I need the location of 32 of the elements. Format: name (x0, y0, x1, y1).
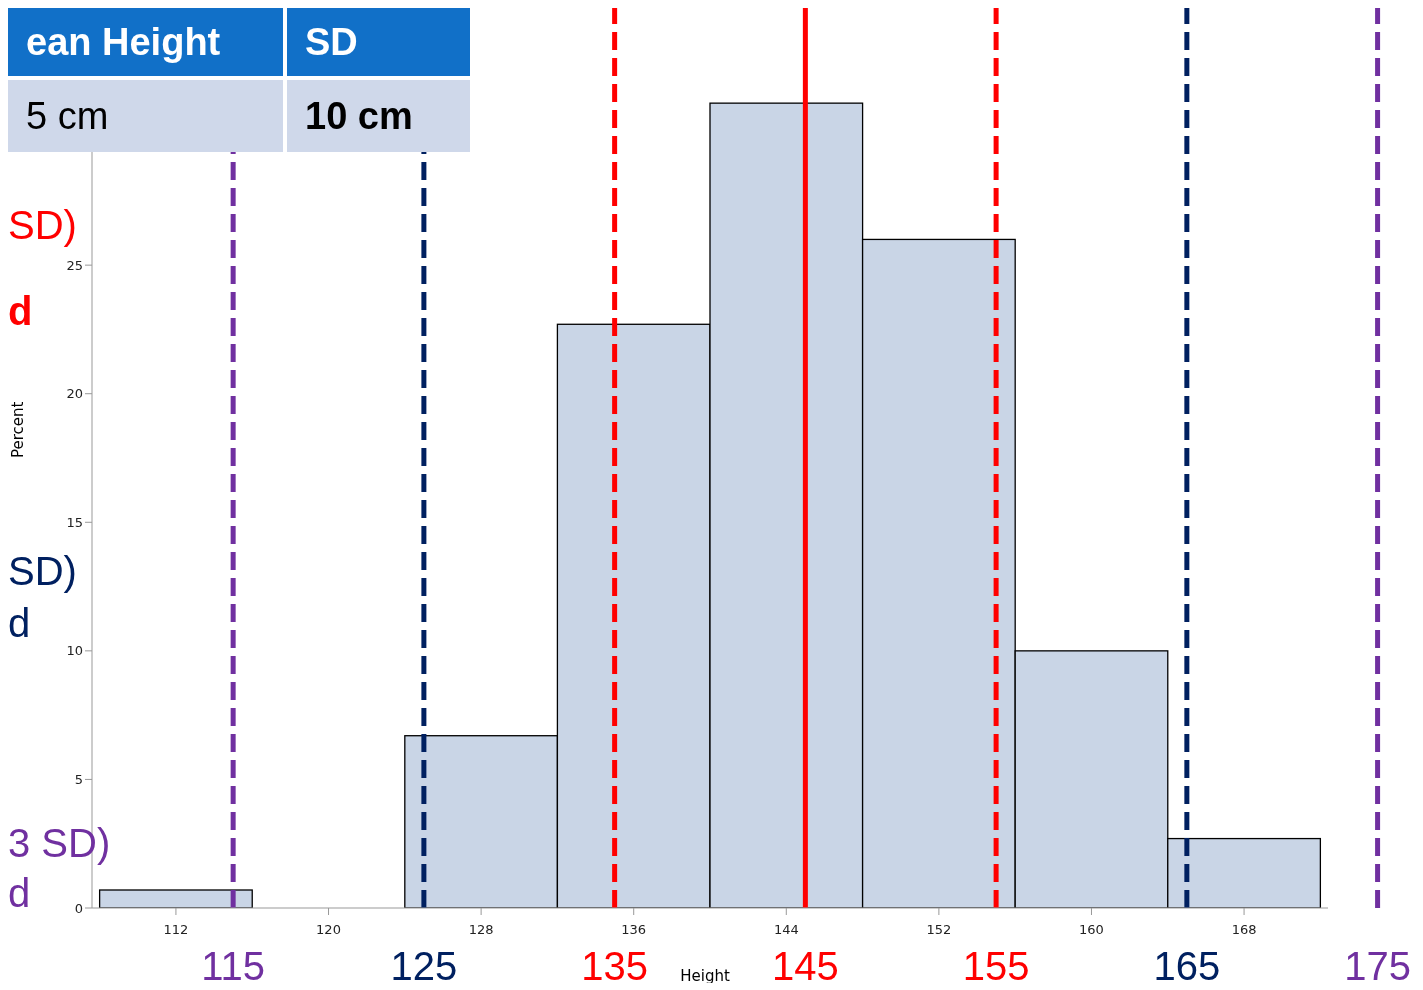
x-tick-label: 144 (773, 922, 799, 938)
annotation: 3 SD) (8, 820, 111, 866)
ref-line-label: 125 (390, 944, 458, 988)
annotation: SD (287, 8, 470, 76)
x-tick-label: 128 (468, 922, 494, 938)
y-tick-label: 5 (74, 772, 83, 788)
annotation: ean Height (8, 8, 283, 76)
ref-line-label: 165 (1153, 944, 1221, 988)
ref-line-label: 135 (581, 944, 648, 988)
ref-line-label: 115 (201, 944, 266, 988)
y-tick-label: 10 (66, 643, 83, 659)
text: SD) (8, 548, 77, 594)
ref-line-label: 145 (772, 944, 839, 988)
annotation: 5 cm (8, 80, 283, 152)
y-tick-label: 25 (66, 257, 83, 273)
ref-line-label: 175 (1344, 944, 1411, 988)
x-tick-label: 120 (316, 922, 341, 938)
annotation: 10 cm (287, 80, 470, 152)
x-tick-label: 160 (1079, 922, 1104, 938)
y-axis-title: Percent (9, 401, 28, 458)
x-tick-label: 136 (621, 922, 647, 938)
x-tick-label: 112 (163, 922, 189, 938)
x-tick-label: 152 (926, 922, 952, 938)
y-tick-label: 0 (74, 900, 83, 916)
text: d (8, 600, 31, 646)
y-tick-label: 15 (66, 514, 83, 530)
text: SD) (8, 202, 77, 248)
text: d (8, 870, 31, 916)
text: d (8, 288, 33, 334)
x-tick-label: 168 (1231, 922, 1257, 938)
ref-line-label: 155 (962, 944, 1030, 988)
y-tick-label: 20 (66, 386, 83, 402)
